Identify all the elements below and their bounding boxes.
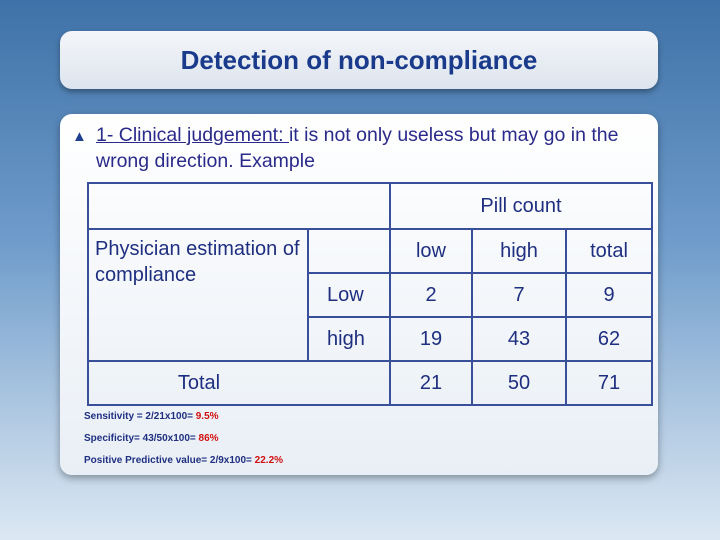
specificity-note: Specificity= 43/50x100= 86% bbox=[84, 428, 283, 450]
table-cell: 9 bbox=[565, 272, 653, 318]
table-cell: 43 bbox=[471, 316, 567, 362]
slide-title: Detection of non-compliance bbox=[180, 44, 538, 75]
total-label-text: Total bbox=[177, 371, 221, 394]
table-cell: 71 bbox=[565, 360, 653, 406]
physician-row-header: Physician estimation of compliance bbox=[87, 228, 309, 362]
total-row-label: Total bbox=[87, 360, 391, 406]
title-panel: Detection of non-compliance bbox=[60, 31, 658, 89]
row-label-low: Low bbox=[307, 272, 391, 318]
table-cell: 2 bbox=[389, 272, 473, 318]
col-header-total: total bbox=[565, 228, 653, 274]
statistics-notes: Sensitivity = 2/21x100= 9.5% Specificity… bbox=[84, 406, 283, 472]
bullet-lead: 1- Clinical judgement: bbox=[96, 124, 289, 146]
pill-count-header: Pill count bbox=[389, 182, 653, 230]
bullet-point: ▲ 1- Clinical judgement: it is not only … bbox=[72, 122, 652, 174]
blank-cell bbox=[307, 228, 391, 274]
note-value: 22.2% bbox=[254, 455, 284, 466]
bullet-rest: it is not only useless but may go in the… bbox=[96, 124, 619, 172]
note-text: Positive Predictive value= 2/9x100= bbox=[84, 455, 255, 466]
note-value: 9.5% bbox=[195, 411, 219, 422]
table-cell: 62 bbox=[565, 316, 653, 362]
table-cell: 50 bbox=[471, 360, 567, 406]
col-header-low: low bbox=[389, 228, 473, 274]
note-text: Sensitivity = 2/21x100= bbox=[84, 411, 196, 422]
note-value: 86% bbox=[198, 433, 219, 444]
ppv-note: Positive Predictive value= 2/9x100= 22.2… bbox=[84, 450, 283, 472]
bullet-text: 1- Clinical judgement: it is not only us… bbox=[96, 122, 652, 174]
row-label-high: high bbox=[307, 316, 391, 362]
table-corner bbox=[87, 182, 391, 230]
sensitivity-note: Sensitivity = 2/21x100= 9.5% bbox=[84, 406, 283, 428]
table-cell: 19 bbox=[389, 316, 473, 362]
table-cell: 7 bbox=[471, 272, 567, 318]
table-cell: 21 bbox=[389, 360, 473, 406]
contingency-table: Pill count Physician estimation of compl… bbox=[87, 182, 653, 406]
triangle-bullet-icon: ▲ bbox=[72, 128, 87, 145]
col-header-high: high bbox=[471, 228, 567, 274]
note-text: Specificity= 43/50x100= bbox=[84, 433, 199, 444]
content-panel: ▲ 1- Clinical judgement: it is not only … bbox=[60, 114, 658, 475]
